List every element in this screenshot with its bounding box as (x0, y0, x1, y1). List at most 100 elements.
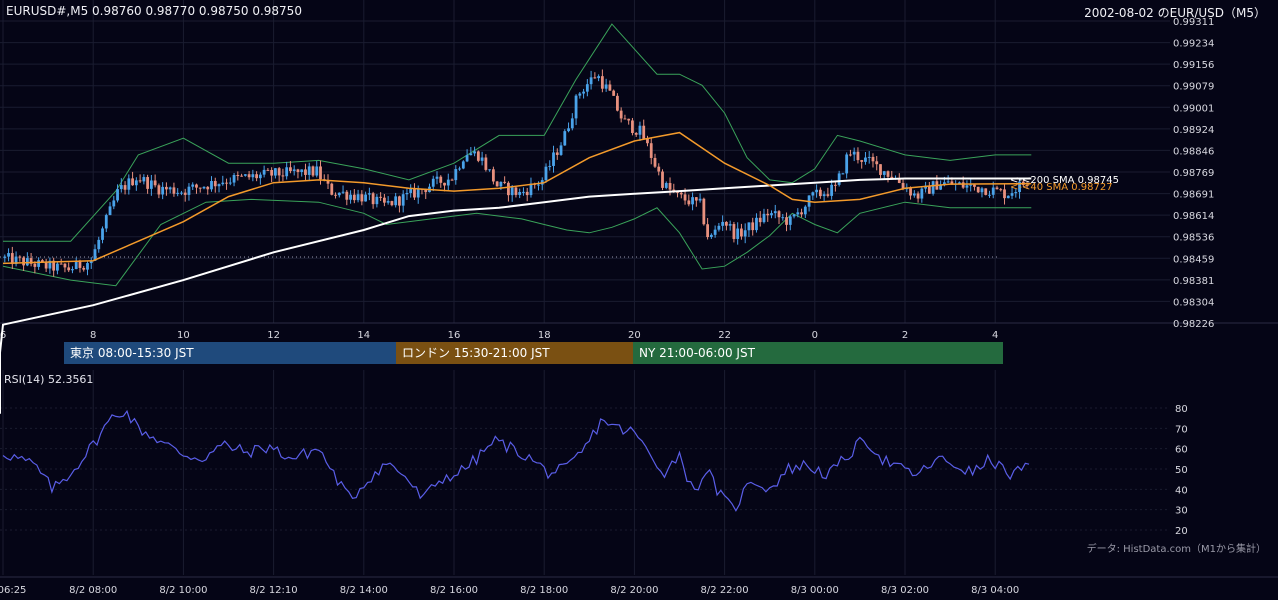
candle-body (439, 176, 443, 183)
candle-body (676, 191, 679, 193)
candle-body (574, 95, 578, 119)
time-tick-label: 8/3 04:00 (971, 585, 1019, 596)
candle-body (653, 157, 657, 167)
candle-body (860, 160, 864, 162)
candle-body (450, 179, 454, 181)
candle-body (491, 169, 495, 182)
candle-body (285, 167, 289, 177)
candle-body (101, 228, 104, 240)
candle-body (969, 184, 973, 186)
candle-body (7, 253, 10, 257)
candle-body (901, 182, 905, 189)
candle-body (882, 171, 886, 175)
time-tick-label: 8/2 12:10 (250, 585, 298, 596)
candle-body (48, 260, 52, 269)
sma40-line (2, 131, 1032, 265)
candle-body (890, 176, 894, 179)
candle-body (773, 211, 777, 214)
candle-body (958, 182, 961, 184)
candle-body (59, 263, 63, 265)
candle-body (548, 165, 552, 167)
candle-body (29, 258, 33, 264)
hour-tick-label: 2 (902, 330, 908, 341)
candle-body (274, 168, 277, 176)
candle-body (593, 77, 597, 79)
candle-body (1010, 193, 1014, 196)
candle-body (563, 131, 567, 146)
candle-body (187, 186, 191, 195)
candle-body (631, 120, 634, 133)
bollinger-bands (2, 23, 1032, 287)
candle-body (149, 180, 153, 189)
rsi-axis: 80 70 60 50 40 30 20 (1175, 404, 1188, 537)
candle-body (529, 183, 533, 196)
candle-body (153, 180, 157, 186)
hour-tick-label: 10 (177, 330, 190, 341)
candle-body (984, 188, 988, 195)
sma200-line (0, 177, 1032, 414)
hour-tick-label: 22 (718, 330, 731, 341)
candle-body (123, 185, 127, 190)
candle-body (232, 175, 236, 183)
candle-body (555, 152, 559, 155)
candle-body (999, 189, 1003, 191)
candle-body (390, 201, 394, 206)
candle-body (266, 169, 270, 171)
hour-tick-label: 20 (628, 330, 641, 341)
candle-body (74, 260, 78, 270)
candle-body (796, 212, 800, 215)
candle-body (785, 217, 788, 225)
price-tick-label: 0.99234 (1173, 39, 1214, 50)
bollinger-lower-line (2, 198, 1032, 287)
candle-body (292, 169, 296, 172)
candle-body (289, 167, 292, 172)
candle-body (67, 267, 71, 271)
candle-body (326, 179, 330, 184)
candle-body (405, 192, 409, 195)
candle-body (841, 173, 845, 175)
candle-body (401, 194, 405, 206)
time-tick-label: 8/2 14:00 (340, 585, 388, 596)
candle-body (142, 177, 146, 182)
price-tick-label: 0.99001 (1173, 103, 1214, 114)
candle-body (3, 256, 7, 258)
rsi-title: RSI(14) 52.3561 (4, 373, 94, 386)
candle-body (270, 170, 274, 176)
candle-body (356, 194, 360, 201)
candle-body (683, 194, 687, 201)
candle-body (37, 260, 41, 267)
candle-body (1025, 184, 1029, 186)
candle-body (811, 192, 815, 196)
candle-body (826, 194, 830, 196)
candle-body (93, 249, 97, 261)
candle-body (183, 192, 187, 195)
candle-body (146, 177, 150, 189)
candle-body (454, 169, 458, 181)
candle-body (698, 198, 702, 201)
hour-tick-label: 0 (812, 330, 818, 341)
candle-body (168, 187, 172, 190)
candle-body (217, 184, 221, 187)
candle-body (1018, 181, 1021, 193)
rsi-tick-label: 50 (1175, 465, 1188, 476)
session-tokyo: 東京 08:00-15:30 JST (64, 342, 396, 364)
candle-body (522, 191, 525, 193)
candle-body (382, 197, 386, 203)
candle-body (413, 188, 416, 198)
candle-body (476, 151, 480, 161)
candle-body (837, 173, 841, 185)
candle-body (946, 181, 950, 183)
candle-body (127, 178, 131, 190)
candle-body (619, 110, 623, 119)
candle-body (247, 174, 251, 178)
candle-body (431, 178, 435, 187)
hour-tick-label: 16 (448, 330, 461, 341)
candle-body (206, 186, 210, 190)
rsi-tick-label: 70 (1175, 424, 1188, 435)
candle-body (386, 201, 390, 203)
candle-body (728, 224, 732, 226)
time-tick-label: 06:25 (0, 585, 26, 596)
candle-body (78, 260, 82, 268)
candle-body (570, 118, 574, 129)
candle-body (559, 145, 563, 155)
